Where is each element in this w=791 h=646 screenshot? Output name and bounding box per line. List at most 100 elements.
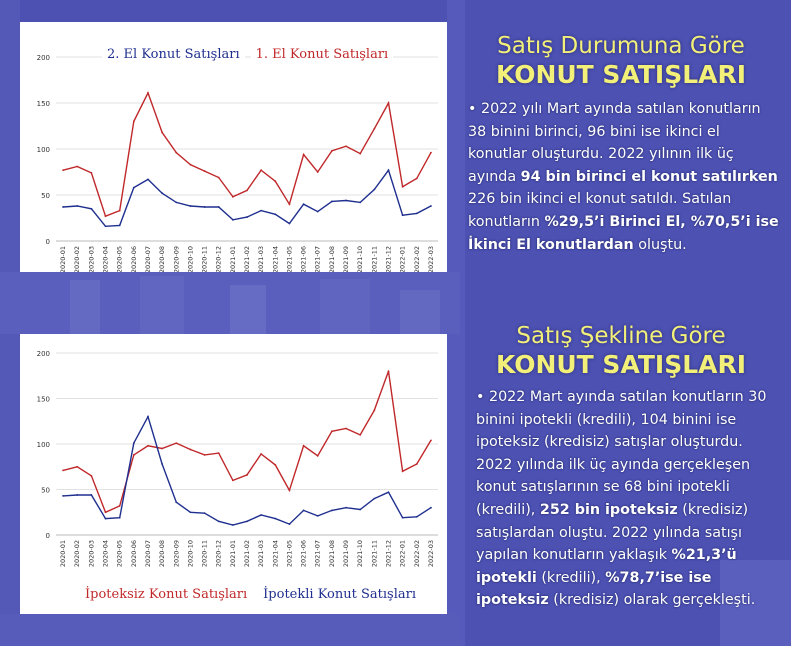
chart1-series-0-point-9 — [189, 205, 192, 207]
chart2-xtick-2020-09: 2020-09 — [172, 540, 180, 567]
chart2-xtick-2020-03: 2020-03 — [87, 540, 95, 567]
section2-title-line1: Satış Şekline Göre — [516, 323, 726, 349]
chart2-series-0-point-7 — [161, 447, 164, 450]
chart1-series-1-point-24 — [401, 185, 404, 188]
chart1-ytick-0: 0 — [46, 238, 50, 246]
chart1-series-1-point-20 — [345, 145, 347, 148]
chart2-xtick-2021-06: 2021-06 — [300, 540, 308, 567]
chart1-series-0-point-14 — [260, 209, 263, 212]
chart1-series-1-point-2 — [90, 172, 93, 174]
chart2-series-1-point-15 — [274, 517, 277, 520]
chart1-ytick-200: 200 — [37, 54, 50, 62]
section2-segment-0: • 2022 Mart ayında satılan konutların 30… — [476, 389, 767, 518]
chart2-xtick-2021-01: 2021-01 — [229, 540, 237, 567]
chart2-xtick-2022-02: 2022-02 — [413, 540, 421, 567]
chart1-ytick-100: 100 — [37, 146, 50, 154]
chart2-series-1-point-8 — [175, 501, 178, 504]
chart1-series-0-point-23 — [387, 169, 390, 172]
chart2-series-0-point-18 — [316, 454, 319, 457]
chart2-xtick-2022-03: 2022-03 — [427, 540, 435, 567]
chart1-series-0-point-12 — [231, 218, 234, 221]
chart2-ytick-50: 50 — [41, 487, 50, 495]
chart1-series-0-point-26 — [430, 205, 432, 207]
chart1-series-1-point-25 — [415, 177, 418, 180]
chart1-xtick-2021-10: 2021-10 — [356, 246, 364, 272]
chart2-xtick-2021-10: 2021-10 — [356, 540, 364, 567]
section1-title-line2: KONUT SATIŞLARI — [495, 60, 747, 89]
chart2-xtick-2020-11: 2020-11 — [201, 540, 209, 567]
chart2-xtick-2020-05: 2020-05 — [116, 540, 124, 567]
chart2-series-1-point-12 — [231, 524, 234, 526]
chart2-series-0-point-9 — [189, 448, 192, 451]
chart1-series-1-point-3 — [104, 215, 107, 218]
chart1-series-0-point-4 — [118, 224, 121, 227]
sales-status-line-chart: 0 50 100 150 200 2020-01 2020-02 2020-03 2020-04… — [37, 54, 438, 272]
section1-segment-4: oluştu. — [633, 236, 687, 253]
chart1-series-1-point-0 — [62, 169, 64, 172]
chart1-xtick-2020-06: 2020-06 — [130, 246, 138, 272]
chart2-series-0-point-4 — [118, 504, 121, 507]
chart1-xtick-2021-01: 2021-01 — [229, 246, 237, 272]
chart2-legend: İpoteksiz Konut Satışları İpotekli Konut… — [80, 586, 421, 603]
chart1-xtick-2020-10: 2020-10 — [186, 246, 194, 272]
chart2-series-1-point-24 — [401, 516, 404, 519]
legend-mortgage: İpotekli Konut Satışları — [258, 586, 421, 603]
chart1-series-0-point-17 — [302, 203, 305, 206]
chart1-ytick-50: 50 — [41, 192, 50, 200]
chart2-series-0-point-13 — [246, 474, 248, 476]
chart1-xtick-2021-05: 2021-05 — [285, 246, 293, 272]
legend-second-hand: 2. El Konut Satışları — [102, 46, 245, 63]
chart1-xtick-2020-03: 2020-03 — [87, 246, 95, 272]
chart2-series-1-point-25 — [415, 515, 418, 518]
chart2-series-0-point-20 — [345, 427, 347, 430]
chart2-series-0-point-19 — [330, 430, 333, 433]
chart2-series-0-point-23 — [387, 370, 390, 373]
chart1-series-0-point-11 — [217, 206, 220, 208]
chart1-series-0-point-22 — [373, 188, 376, 191]
chart1-series-1-point-10 — [203, 170, 206, 172]
chart1-series-1-point-6 — [147, 91, 149, 94]
chart2-series-1-point-0 — [62, 494, 64, 497]
chart2-series-1-point-13 — [246, 520, 248, 523]
chart2-xtick-2021-03: 2021-03 — [257, 540, 265, 567]
section1-segment-3: %29,5’i Birinci El, %70,5’i ise İkinci E… — [468, 213, 779, 253]
chart2-series-1-point-20 — [345, 506, 347, 509]
chart1-series-1-point-4 — [118, 209, 121, 212]
chart2-series-1-point-11 — [217, 520, 220, 523]
section1-segment-2: 226 bin ikinci el konut satıldı. Satılan… — [468, 191, 732, 230]
chart1-xtick-2021-06: 2021-06 — [300, 246, 308, 272]
chart1-xtick-2022-03: 2022-03 — [427, 246, 435, 272]
chart1-xtick-2020-12: 2020-12 — [215, 246, 223, 272]
chart1-series-0-point-25 — [415, 212, 418, 215]
chart1-series-1-point-9 — [189, 163, 192, 166]
chart1-series-0-point-2 — [90, 207, 93, 210]
section-sales-method: Satış Şekline Göre KONUT SATIŞLARI • 202… — [460, 322, 782, 612]
chart2-xtick-2021-12: 2021-12 — [384, 540, 392, 567]
chart2-series-1-point-7 — [161, 463, 164, 465]
chart1-xtick-2021-08: 2021-08 — [328, 246, 336, 272]
chart1-xtick-2022-02: 2022-02 — [413, 246, 421, 272]
chart1-series-0-point-18 — [316, 210, 319, 213]
chart1-xtick-2020-07: 2020-07 — [144, 246, 152, 272]
section-sales-status: Satış Durumuna Göre KONUT SATIŞLARI • 20… — [460, 32, 782, 256]
chart1-series-0-point-13 — [246, 216, 248, 218]
chart2-xtick-2020-01: 2020-01 — [59, 540, 67, 567]
chart2-xtick-2020-08: 2020-08 — [158, 540, 166, 567]
section1-segment-0: • 2022 yılı Mart ayında satılan konutlar… — [468, 101, 761, 185]
legend-first-hand: 1. El Konut Satışları — [250, 46, 394, 63]
chart2-series-0-point-1 — [76, 465, 79, 468]
chart1-series-0-point-6 — [147, 178, 149, 181]
chart-panel-sales-status: 0 50 100 150 200 2020-01 2020-02 2020-03 2020-04… — [20, 22, 447, 272]
chart1-xtick-2021-04: 2021-04 — [271, 246, 279, 272]
chart1-series-0-point-10 — [203, 206, 206, 208]
chart2-series-0-point-5 — [132, 454, 135, 456]
chart1-xtick-2020-08: 2020-08 — [158, 246, 166, 272]
chart1-series-0-point-19 — [330, 200, 333, 203]
chart1-xtick-2021-09: 2021-09 — [342, 246, 350, 272]
chart2-series-0-point-24 — [401, 470, 404, 473]
chart2-series-0-point-12 — [231, 479, 234, 482]
chart2-series-0-point-3 — [104, 511, 107, 514]
section1-paragraph: • 2022 yılı Mart ayında satılan konutlar… — [460, 98, 782, 256]
chart-panel-sales-method: 0 50 100 150 200 2020-01 2020-02 2020-03 2020-04… — [20, 334, 447, 614]
chart1-series-0-point-15 — [274, 213, 277, 216]
